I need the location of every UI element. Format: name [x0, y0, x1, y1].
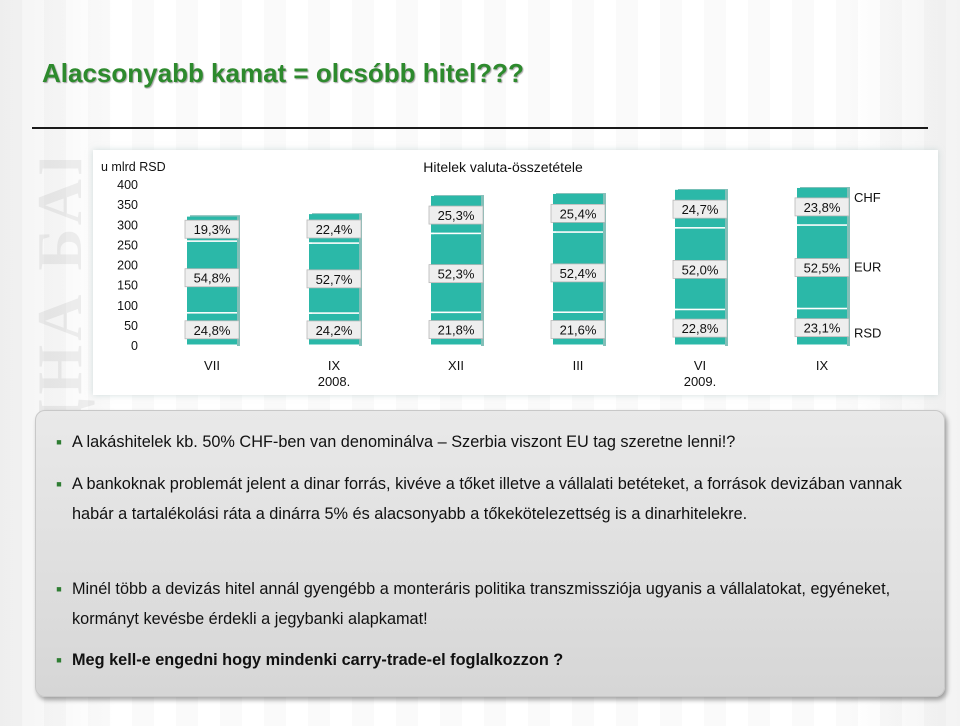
- y-tick-label: 300: [117, 218, 138, 232]
- x-tick-year-label: 2009.: [684, 374, 717, 389]
- bullet-item-1: ■ A lakáshitelek kb. 50% CHF-ben van den…: [54, 427, 932, 457]
- legend-label-rsd: RSD: [854, 326, 881, 341]
- chart-title: Hitelek valuta-összetétele: [423, 159, 583, 175]
- segment-divider: [187, 344, 237, 346]
- bullet-text: A bankoknak problemát jelent a dinar for…: [72, 475, 902, 523]
- data-label-box: [306, 219, 362, 239]
- bullet-item-2: ■ A bankoknak problemát jelent a dinar f…: [54, 469, 932, 529]
- segment-divider: [797, 344, 847, 346]
- chart-panel: u mlrd RSD 0 50 100 150 200 250 300 350 400 Hitele…: [93, 150, 938, 395]
- data-label: 52,0%: [682, 262, 719, 277]
- x-tick-label: VI: [694, 358, 706, 373]
- data-label: 24,8%: [194, 323, 231, 338]
- data-label: 25,3%: [438, 208, 475, 223]
- title-divider: [32, 127, 928, 129]
- data-label-box: [794, 197, 850, 217]
- segment-divider: [431, 311, 481, 314]
- data-label-box: [428, 264, 484, 284]
- data-label: 23,8%: [804, 200, 841, 215]
- y-tick-label: 50: [124, 319, 138, 333]
- bullet-item-3: ■ Minél több a devizás hitel annál gyeng…: [54, 574, 932, 634]
- slide-title: Alacsonyabb kamat = olcsóbb hitel???: [42, 58, 524, 88]
- data-label: 22,4%: [316, 222, 353, 237]
- bullet-text: Minél több a devizás hitel annál gyengéb…: [72, 580, 891, 628]
- bullet-text: A lakáshitelek kb. 50% CHF-ben van denom…: [72, 433, 736, 451]
- segment-divider: [309, 242, 359, 244]
- stacked-bar-chart: u mlrd RSD 0 50 100 150 200 250 300 350 400 Hitele…: [101, 159, 881, 389]
- data-label-box: [794, 258, 850, 277]
- data-label: 24,2%: [316, 323, 353, 338]
- square-bullet-icon: ■: [56, 655, 62, 665]
- x-tick-label: IX: [328, 358, 341, 373]
- y-tick-label: 350: [117, 198, 138, 212]
- segment-divider: [553, 311, 603, 313]
- data-label: 24,7%: [682, 202, 719, 217]
- segment-divider: [187, 240, 237, 242]
- data-label: 19,3%: [194, 222, 231, 237]
- y-tick-label: 0: [131, 339, 138, 353]
- data-label-box: [306, 269, 362, 289]
- data-label-box: [672, 199, 728, 219]
- data-label-box: [184, 268, 240, 288]
- x-tick-label: VII: [204, 358, 220, 373]
- data-label: 23,1%: [804, 321, 841, 336]
- segment-divider: [431, 344, 481, 346]
- data-label: 52,4%: [560, 266, 597, 281]
- bullet-list-panel: ■ A lakáshitelek kb. 50% CHF-ben van den…: [35, 410, 945, 697]
- data-label-box: [672, 259, 728, 279]
- bullet-item-4: ■ Meg kell-e engedni hogy mindenki carry…: [54, 645, 932, 675]
- data-label: 25,4%: [560, 206, 597, 221]
- data-label: 54,8%: [194, 271, 231, 286]
- data-label: 52,5%: [804, 261, 841, 276]
- segment-divider: [309, 312, 359, 314]
- bullet-text: Meg kell-e engedni hogy mindenki carry-t…: [72, 651, 564, 669]
- segment-divider: [797, 307, 847, 310]
- data-label-box: [550, 263, 606, 283]
- data-label-box: [184, 219, 240, 239]
- x-tick-label: IX: [816, 358, 829, 373]
- data-label: 21,8%: [438, 323, 475, 338]
- data-label: 52,7%: [316, 272, 353, 287]
- legend-label-chf: CHF: [854, 190, 881, 205]
- square-bullet-icon: ■: [56, 437, 62, 447]
- y-tick-label: 200: [117, 259, 138, 273]
- square-bullet-icon: ■: [56, 479, 62, 489]
- y-tick-label: 150: [117, 279, 138, 293]
- segment-divider: [309, 344, 359, 346]
- data-label: 22,8%: [682, 321, 719, 336]
- x-tick-label: III: [573, 358, 584, 373]
- square-bullet-icon: ■: [56, 584, 62, 594]
- data-label-box: [550, 320, 606, 339]
- segment-divider: [675, 308, 725, 311]
- data-label-box: [428, 320, 484, 339]
- data-label-box: [672, 318, 728, 338]
- x-tick-label: XII: [448, 358, 464, 373]
- segment-divider: [431, 232, 481, 235]
- data-label-box: [306, 320, 362, 340]
- segment-divider: [675, 344, 725, 346]
- y-tick-label: 400: [117, 178, 138, 192]
- data-label: 21,6%: [560, 322, 597, 337]
- legend-label-eur: EUR: [854, 260, 881, 275]
- data-label-box: [794, 318, 850, 338]
- data-label: 52,3%: [438, 267, 475, 282]
- segment-divider: [553, 344, 603, 346]
- segment-divider: [675, 227, 725, 229]
- segment-divider: [553, 231, 603, 233]
- y-tick-label: 250: [117, 238, 138, 252]
- segment-divider: [797, 224, 847, 226]
- segment-divider: [187, 312, 237, 314]
- x-tick-year-label: 2008.: [318, 374, 351, 389]
- y-axis-label: u mlrd RSD: [101, 160, 166, 174]
- y-tick-label: 100: [117, 299, 138, 313]
- data-label-box: [428, 205, 484, 225]
- data-label-box: [550, 203, 606, 223]
- data-label-box: [184, 320, 240, 340]
